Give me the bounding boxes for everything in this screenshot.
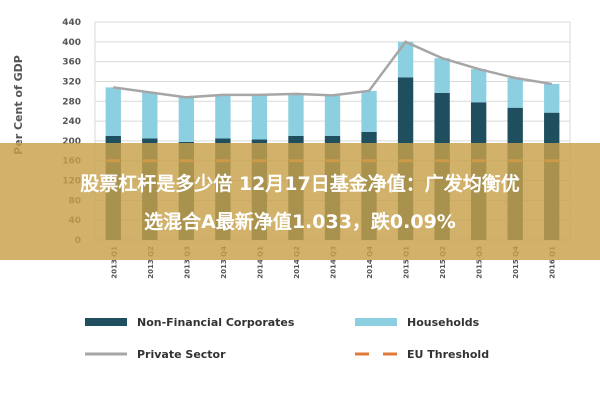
y-axis-title: Per Cent of GDP xyxy=(12,55,25,155)
bar-households xyxy=(178,97,195,142)
line-private-sector xyxy=(113,40,552,99)
x-tick-label: 2013 Q3 xyxy=(183,246,191,279)
legend-label-non-financial-corporates: Non-Financial Corporates xyxy=(137,316,295,329)
x-tick-label: 2013 Q1 xyxy=(110,246,118,279)
banner-line-1: 股票杠杆是多少倍 12月17日基金净值：广发均衡优 xyxy=(80,172,520,195)
y-tick-label: 240 xyxy=(62,117,81,127)
x-tick-label: 2015 Q2 xyxy=(439,246,447,279)
x-tick-label: 2015 Q4 xyxy=(512,246,520,279)
y-tick-label: 360 xyxy=(62,58,81,68)
banner-line-2: 选混合A最新净值1.033，跌0.09% xyxy=(144,210,456,233)
legend-label-private-sector: Private Sector xyxy=(137,348,226,361)
x-tick-label: 2015 Q1 xyxy=(403,246,411,279)
bar-households xyxy=(324,95,341,136)
bar-households xyxy=(544,83,560,113)
legend-swatch-households xyxy=(355,318,397,326)
legend-swatch-non-financial-corporates xyxy=(85,318,127,326)
x-tick-label: 2013 Q2 xyxy=(147,246,155,279)
bar-households xyxy=(507,77,523,108)
legend-label-households: Households xyxy=(407,316,480,329)
bar-households xyxy=(361,90,377,132)
bar-households xyxy=(434,58,450,93)
bar-households xyxy=(470,69,487,103)
y-tick-label: 320 xyxy=(62,77,81,87)
x-tick-label: 2015 Q3 xyxy=(476,246,484,279)
bar-households xyxy=(215,94,231,139)
bar-households xyxy=(288,93,304,136)
y-tick-label: 280 xyxy=(62,97,81,107)
bar-households xyxy=(397,41,414,78)
bar-households xyxy=(251,94,268,140)
x-tick-label: 2014 Q1 xyxy=(256,246,264,279)
x-tick-label: 2014 Q3 xyxy=(330,246,338,279)
bar-households xyxy=(105,87,121,136)
legend-layer: Non-Financial Corporates Households Privat… xyxy=(85,316,489,361)
banner-overlay: 股票杠杆是多少倍 12月17日基金净值：广发均衡优 选混合A最新净值1.033，… xyxy=(0,143,600,260)
y-tick-label: 440 xyxy=(62,18,81,28)
legend-label-eu-threshold: EU Threshold xyxy=(407,348,489,361)
y-tick-label: 200 xyxy=(62,137,81,147)
bar-households xyxy=(142,92,158,139)
x-tick-label: 2014 Q2 xyxy=(293,246,301,279)
banner-background xyxy=(0,143,600,260)
x-tick-label: 2013 Q4 xyxy=(220,246,228,279)
y-tick-label: 400 xyxy=(62,38,81,48)
x-tick-label: 2014 Q4 xyxy=(366,246,374,279)
x-tick-label: 2016 Q1 xyxy=(549,246,557,279)
